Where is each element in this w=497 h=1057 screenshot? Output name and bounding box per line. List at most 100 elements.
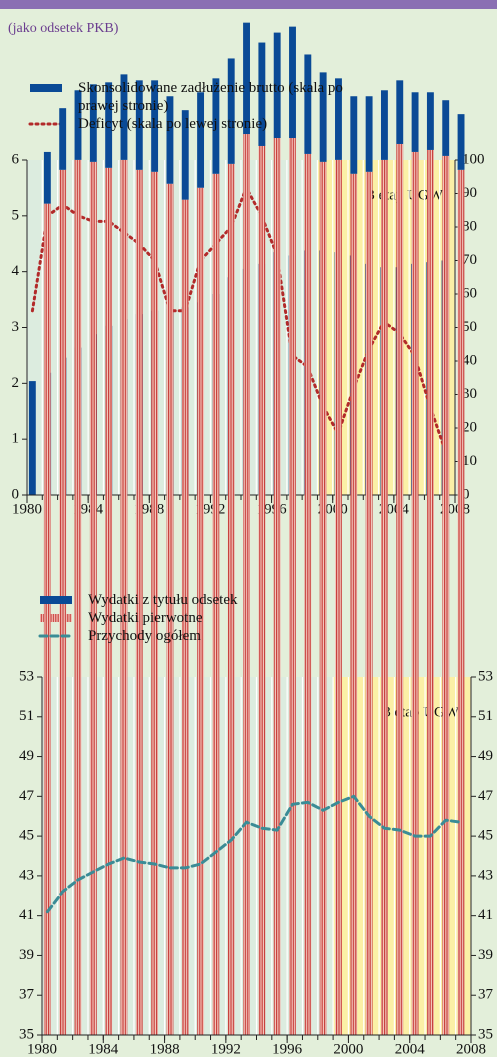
bar <box>212 173 220 1036</box>
y2-tick-label: 70 <box>462 252 477 268</box>
bar <box>74 159 82 1035</box>
x-tick-label: 1980 <box>27 1041 57 1057</box>
x-tick-label: 1988 <box>150 1041 180 1057</box>
subtitle: (jako odsetek PKB) <box>8 21 119 36</box>
x-tick-label: 2004 <box>395 1041 426 1057</box>
line <box>45 794 463 914</box>
legend-swatch <box>30 84 62 92</box>
bar <box>426 92 434 150</box>
bar <box>457 114 465 170</box>
y-tick-label: 37 <box>19 987 35 1003</box>
y2-tick-label: 100 <box>462 151 485 167</box>
y-tick-label: 43 <box>19 867 34 883</box>
x-tick-label: 2008 <box>456 1041 486 1057</box>
bar <box>151 171 159 1036</box>
bar <box>396 80 404 144</box>
bar <box>304 153 312 1035</box>
bar <box>151 80 159 172</box>
bar <box>89 84 97 162</box>
bar <box>181 110 189 200</box>
y2-tick-label: 51 <box>478 708 493 724</box>
bar <box>135 80 143 170</box>
header-band <box>0 0 497 9</box>
x-tick-label: 2000 <box>333 1041 363 1057</box>
bar <box>304 54 312 154</box>
bar <box>319 72 327 162</box>
bar <box>166 183 174 1035</box>
y2-tick-label: 47 <box>478 788 494 804</box>
y-tick-label: 41 <box>19 907 34 923</box>
y2-tick-label: 50 <box>462 319 477 335</box>
bar <box>411 92 419 152</box>
bar <box>411 151 419 1035</box>
bar <box>197 92 205 188</box>
y2-tick-label: 35 <box>478 1026 493 1042</box>
legend-label: Deficyt (skala po lewej stronie) <box>78 116 268 132</box>
bar <box>335 159 342 1035</box>
y-tick-label: 47 <box>19 788 35 804</box>
bar <box>289 26 296 139</box>
bar <box>289 138 296 1035</box>
x-tick-label: 1992 <box>211 1041 241 1057</box>
bar <box>181 199 189 1035</box>
bar <box>227 163 235 1035</box>
y-tick-label: 51 <box>19 708 34 724</box>
y-tick-label: 49 <box>19 748 34 764</box>
legend-swatch <box>40 614 72 622</box>
bar <box>243 22 250 135</box>
x-tick-label: 1984 <box>88 1041 119 1057</box>
bar <box>258 42 266 146</box>
bar <box>319 161 327 1035</box>
bar <box>243 134 250 1036</box>
x-tick-label: 1980 <box>12 501 42 517</box>
y2-tick-label: 40 <box>462 352 477 368</box>
bar <box>227 58 235 164</box>
bar <box>365 171 373 1036</box>
legend-label: Wydatki z tytułu odsetek <box>88 592 238 608</box>
y-tick-label: 5 <box>12 207 20 223</box>
y-tick-label: 45 <box>19 828 34 844</box>
bar <box>396 143 404 1035</box>
bar <box>365 96 373 172</box>
y2-tick-label: 10 <box>462 453 477 469</box>
bar <box>212 78 220 174</box>
y2-tick-label: 37 <box>478 987 494 1003</box>
y2-tick-label: 45 <box>478 828 493 844</box>
bar <box>350 173 358 1036</box>
y-tick-label: 53 <box>19 668 34 684</box>
y2-tick-label: 90 <box>462 185 477 201</box>
bar <box>380 90 388 160</box>
bar <box>43 151 51 204</box>
legend-label: Wydatki pierwotne <box>88 610 203 626</box>
bar <box>28 381 36 495</box>
bar <box>350 96 358 174</box>
bar <box>105 167 113 1035</box>
bar <box>273 138 281 1035</box>
y-tick-label: 6 <box>12 151 20 167</box>
y-tick-label: 35 <box>19 1026 34 1042</box>
bar <box>442 155 450 1035</box>
y-tick-label: 3 <box>12 319 20 335</box>
bar <box>273 32 281 139</box>
y-tick-label: 39 <box>19 947 34 963</box>
legend-label: Skonsolidowane zadłużenie brutto (skala … <box>78 80 343 114</box>
x-tick-label: 1996 <box>272 1041 303 1057</box>
bar <box>442 100 450 156</box>
y-tick-label: 4 <box>12 263 20 279</box>
bar <box>89 161 97 1035</box>
y2-tick-label: 20 <box>462 419 477 435</box>
bar <box>105 82 113 168</box>
bar <box>258 145 266 1035</box>
y2-tick-label: 80 <box>462 218 477 234</box>
legend-label: Przychody ogółem <box>88 628 201 644</box>
bar <box>335 78 342 160</box>
y2-tick-label: 30 <box>462 386 477 402</box>
bar <box>166 96 174 184</box>
bar <box>135 169 143 1036</box>
legend-swatch <box>40 596 72 604</box>
y-tick-label: 2 <box>12 375 20 391</box>
bar <box>197 187 205 1035</box>
y-tick-label: 1 <box>12 431 20 447</box>
